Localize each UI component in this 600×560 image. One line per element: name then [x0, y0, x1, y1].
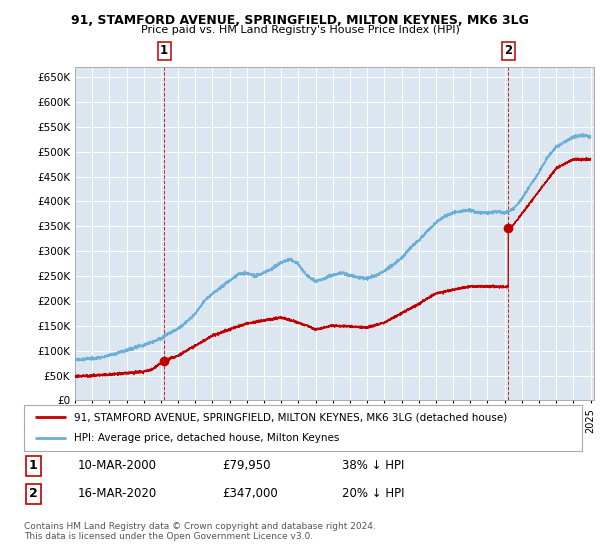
Text: 2: 2	[504, 44, 512, 57]
Text: 91, STAMFORD AVENUE, SPRINGFIELD, MILTON KEYNES, MK6 3LG (detached house): 91, STAMFORD AVENUE, SPRINGFIELD, MILTON…	[74, 412, 508, 422]
Text: 1: 1	[160, 44, 168, 57]
Text: HPI: Average price, detached house, Milton Keynes: HPI: Average price, detached house, Milt…	[74, 433, 340, 444]
Text: 1: 1	[29, 459, 37, 473]
Text: 20% ↓ HPI: 20% ↓ HPI	[342, 487, 404, 501]
Text: 2: 2	[29, 487, 37, 501]
Text: 16-MAR-2020: 16-MAR-2020	[78, 487, 157, 501]
Text: 10-MAR-2000: 10-MAR-2000	[78, 459, 157, 473]
Text: £79,950: £79,950	[222, 459, 271, 473]
Text: 38% ↓ HPI: 38% ↓ HPI	[342, 459, 404, 473]
Text: Price paid vs. HM Land Registry's House Price Index (HPI): Price paid vs. HM Land Registry's House …	[140, 25, 460, 35]
Text: £347,000: £347,000	[222, 487, 278, 501]
Text: 91, STAMFORD AVENUE, SPRINGFIELD, MILTON KEYNES, MK6 3LG: 91, STAMFORD AVENUE, SPRINGFIELD, MILTON…	[71, 14, 529, 27]
Text: Contains HM Land Registry data © Crown copyright and database right 2024.
This d: Contains HM Land Registry data © Crown c…	[24, 522, 376, 542]
